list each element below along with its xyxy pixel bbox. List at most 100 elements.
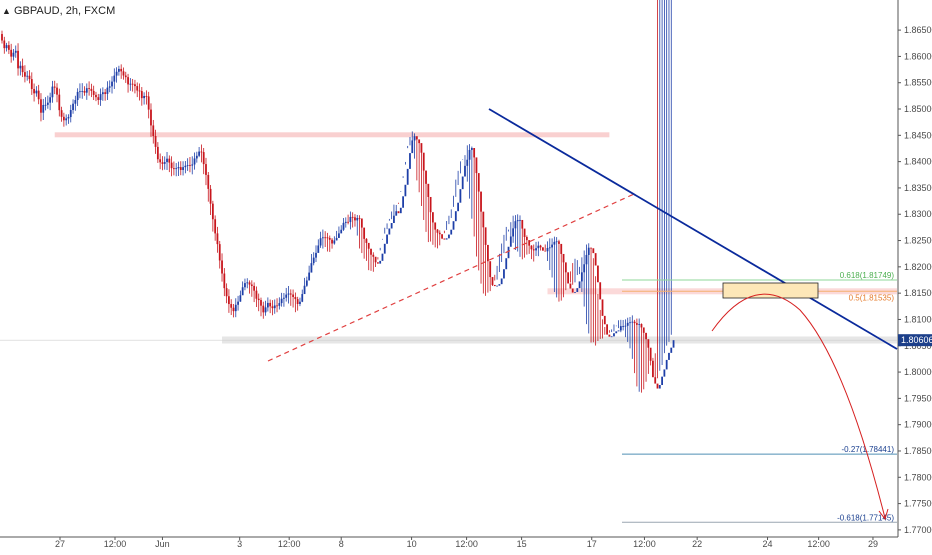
candle[interactable] (62, 112, 65, 127)
candle[interactable] (159, 153, 162, 170)
candle[interactable] (415, 136, 418, 181)
candle[interactable] (558, 239, 560, 302)
candle[interactable] (310, 254, 313, 273)
candle[interactable] (186, 158, 189, 171)
candle[interactable] (578, 266, 581, 289)
candle[interactable] (661, 0, 663, 386)
candle[interactable] (532, 244, 535, 262)
candle[interactable] (19, 61, 22, 76)
candle[interactable] (97, 93, 100, 105)
candle[interactable] (622, 319, 625, 331)
candle[interactable] (253, 282, 256, 303)
candle[interactable] (333, 236, 336, 245)
candle[interactable] (564, 262, 567, 291)
candle[interactable] (200, 144, 203, 163)
candle[interactable] (177, 161, 180, 176)
candle[interactable] (205, 157, 207, 186)
candle[interactable] (580, 257, 583, 292)
candle[interactable] (587, 243, 590, 334)
rising-trendline[interactable] (267, 193, 635, 362)
candle[interactable] (248, 280, 251, 294)
candle[interactable] (46, 95, 49, 109)
candle[interactable] (457, 170, 460, 212)
candle[interactable] (294, 292, 297, 313)
candle[interactable] (156, 142, 159, 163)
candle[interactable] (654, 353, 657, 384)
candle[interactable] (454, 179, 457, 222)
candle[interactable] (30, 72, 33, 95)
candle[interactable] (613, 324, 615, 337)
candle[interactable] (134, 79, 136, 94)
candle[interactable] (120, 64, 123, 79)
candle[interactable] (85, 83, 88, 100)
candle[interactable] (289, 289, 292, 306)
candle[interactable] (28, 70, 31, 84)
candle[interactable] (326, 232, 329, 252)
candle[interactable] (273, 299, 276, 314)
candle[interactable] (516, 214, 519, 252)
candle[interactable] (652, 357, 654, 378)
candle[interactable] (420, 143, 423, 206)
target-zone-box[interactable] (722, 282, 819, 299)
candle[interactable] (262, 301, 265, 319)
candle[interactable] (388, 218, 391, 235)
candle[interactable] (505, 226, 508, 270)
candle[interactable] (198, 146, 201, 158)
candle[interactable] (445, 221, 448, 240)
candle[interactable] (482, 211, 485, 294)
candle[interactable] (166, 151, 168, 171)
candle[interactable] (115, 67, 118, 83)
candle[interactable] (466, 145, 469, 182)
candle[interactable] (441, 234, 443, 240)
candle[interactable] (542, 247, 544, 251)
candle[interactable] (230, 299, 233, 315)
candle[interactable] (287, 285, 290, 304)
candle[interactable] (525, 235, 528, 255)
candle[interactable] (260, 297, 262, 317)
candle[interactable] (363, 227, 366, 259)
candle[interactable] (244, 278, 246, 291)
candle[interactable] (507, 229, 510, 259)
candle[interactable] (365, 238, 368, 261)
candle[interactable] (358, 215, 361, 249)
candle[interactable] (5, 42, 8, 52)
candle[interactable] (303, 277, 306, 295)
candle[interactable] (179, 161, 182, 176)
candle[interactable] (221, 253, 223, 282)
candle[interactable] (594, 253, 597, 346)
candle[interactable] (668, 0, 670, 360)
candle[interactable] (276, 298, 278, 313)
candle[interactable] (592, 248, 595, 343)
candle[interactable] (195, 151, 198, 163)
candle[interactable] (140, 87, 143, 106)
candle[interactable] (645, 332, 647, 382)
candle[interactable] (370, 248, 372, 271)
candle[interactable] (111, 76, 113, 94)
candle[interactable] (228, 289, 230, 313)
candle[interactable] (635, 318, 638, 387)
candle[interactable] (436, 228, 439, 249)
candle[interactable] (450, 209, 453, 235)
candle[interactable] (232, 304, 235, 318)
candle[interactable] (69, 104, 72, 123)
candle[interactable] (113, 68, 116, 89)
candle[interactable] (136, 82, 139, 98)
candle[interactable] (184, 161, 187, 174)
candle[interactable] (207, 171, 210, 202)
candle[interactable] (335, 230, 338, 241)
candle[interactable] (328, 235, 331, 252)
candle[interactable] (79, 83, 81, 99)
candle[interactable] (633, 319, 636, 374)
candle[interactable] (475, 157, 478, 257)
candle[interactable] (409, 137, 411, 169)
candle[interactable] (301, 289, 304, 303)
candle[interactable] (193, 152, 196, 170)
candle[interactable] (402, 176, 404, 208)
candle[interactable] (464, 155, 466, 177)
candle[interactable] (347, 214, 349, 225)
candle[interactable] (629, 316, 631, 349)
candle[interactable] (354, 214, 356, 227)
candle[interactable] (560, 243, 563, 301)
candle[interactable] (597, 265, 599, 342)
